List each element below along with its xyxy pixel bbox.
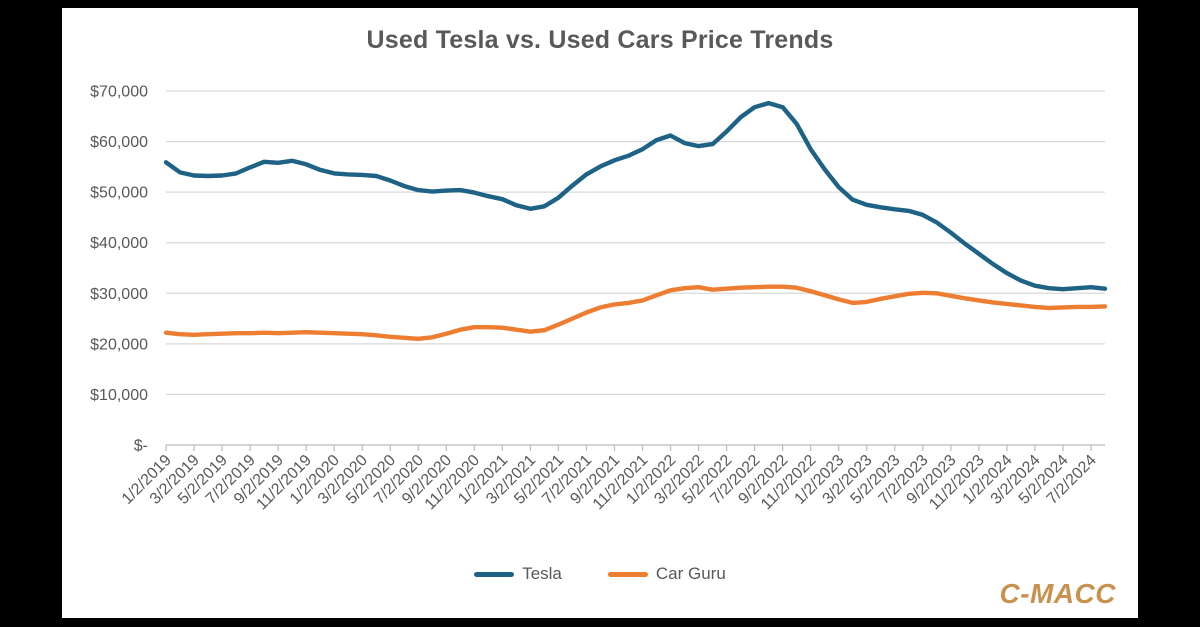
legend-item-carguru: Car Guru: [607, 564, 726, 584]
legend-label-carguru: Car Guru: [655, 564, 726, 583]
y-axis-tick-label: $60,000: [90, 134, 148, 151]
legend: Tesla Car Guru: [62, 564, 1138, 584]
cmacc-logo: C-MACC: [999, 578, 1116, 609]
y-axis-tick-label: $70,000: [90, 84, 148, 101]
tesla-price-line: [163, 100, 1108, 292]
legend-item-tesla: Tesla: [474, 564, 562, 584]
carguru-price-line: [163, 284, 1108, 341]
y-axis-tick-label: $-: [134, 438, 148, 455]
y-axis-tick-label: $10,000: [90, 387, 148, 404]
y-axis-tick-label: $20,000: [90, 336, 148, 353]
legend-label-tesla: Tesla: [522, 564, 562, 583]
y-axis-tick-label: $30,000: [90, 286, 148, 303]
carguru-line-swatch-icon: [607, 571, 648, 577]
chart-title: Used Tesla vs. Used Cars Price Trends: [366, 26, 834, 54]
tesla-line-swatch-icon: [474, 571, 515, 577]
chart-panel: Used Tesla vs. Used Cars Price Trends $7…: [62, 8, 1138, 618]
y-axis-tick-label: $40,000: [90, 235, 148, 252]
price-trend-plot: $70,000 $60,000 $50,000 $40,000 $30,000 $20,0…: [90, 84, 1108, 513]
y-axis-tick-label: $50,000: [90, 185, 148, 202]
